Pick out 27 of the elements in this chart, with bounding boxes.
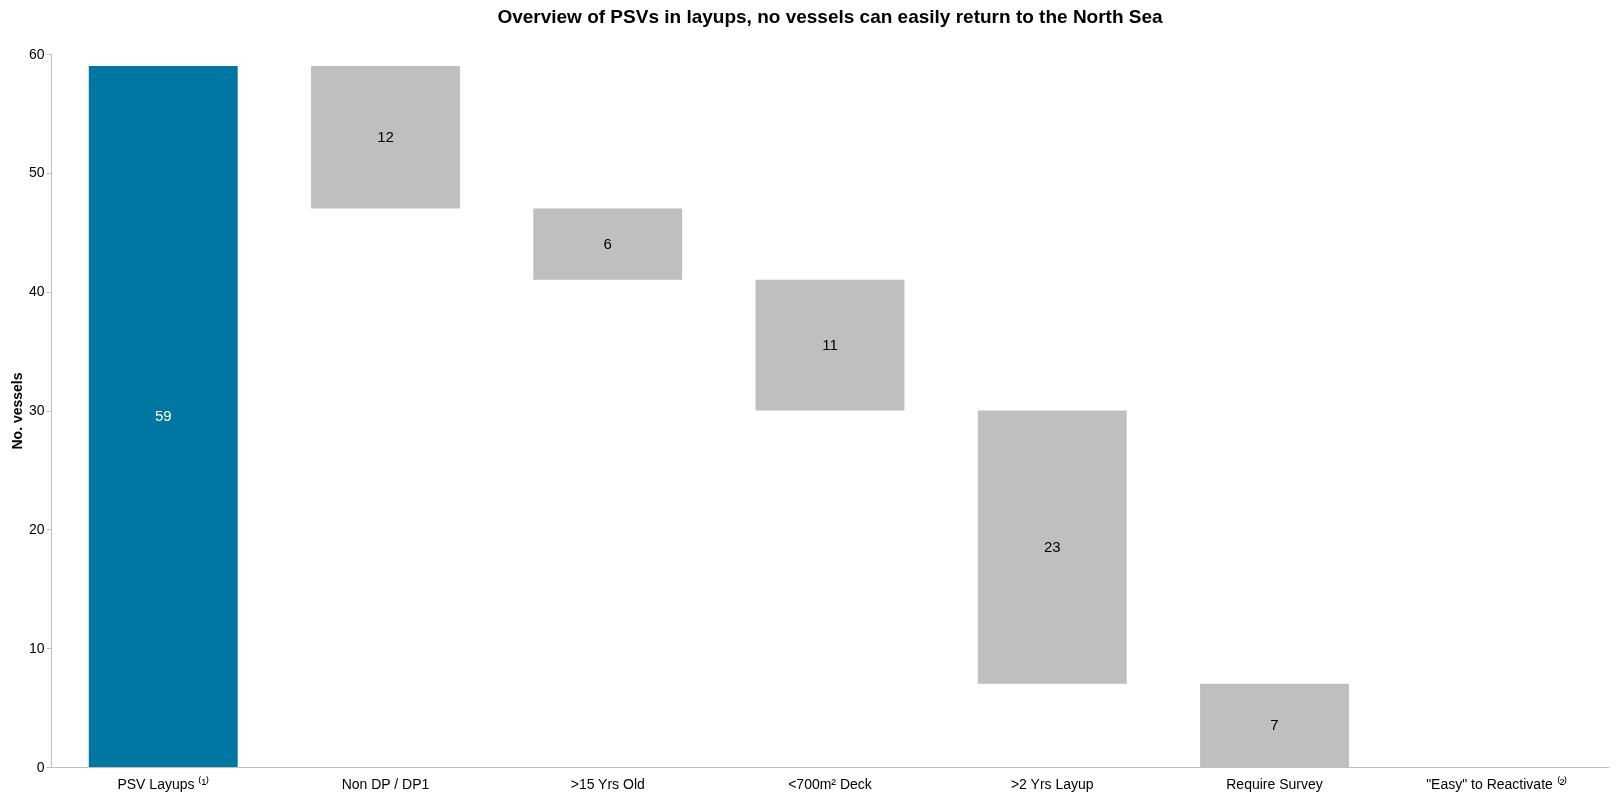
y-tick-label: 40: [28, 283, 45, 300]
data-label: 23: [1043, 538, 1061, 556]
x-tick-label: Non DP / DP1: [341, 775, 430, 792]
y-tick-label: 10: [28, 639, 45, 656]
data-label: 7: [1270, 716, 1279, 734]
bar: [311, 65, 460, 209]
data-label: 11: [822, 336, 838, 354]
x-tick-label: PSV Layups ⁽¹⁾: [117, 775, 210, 792]
data-label: 6: [603, 235, 612, 253]
y-tick-label: 0: [36, 758, 45, 775]
x-tick-label: >15 Yrs Old: [570, 775, 645, 792]
chart-title: Overview of PSVs in layups, no vessels can easily return to the North Sea: [497, 6, 1164, 27]
data-label: 12: [377, 128, 394, 146]
y-tick-label: 50: [28, 164, 45, 181]
x-tick-label: >2 Yrs Layup: [1010, 775, 1094, 792]
x-tick-label: "Easy" to Reactivate ⁽²⁾: [1426, 775, 1568, 792]
y-tick-label: 60: [28, 45, 45, 62]
x-tick-label: <700m² Deck: [788, 775, 873, 792]
bar: [533, 208, 683, 280]
bar: [755, 279, 905, 411]
y-tick-label: 20: [28, 520, 45, 537]
y-axis-title: No. vessels: [8, 372, 25, 450]
bar: [977, 410, 1127, 684]
x-tick-label: Require Survey: [1226, 775, 1323, 792]
bar: [88, 65, 238, 767]
y-tick-label: 30: [28, 402, 45, 418]
data-label: 59: [154, 407, 172, 425]
